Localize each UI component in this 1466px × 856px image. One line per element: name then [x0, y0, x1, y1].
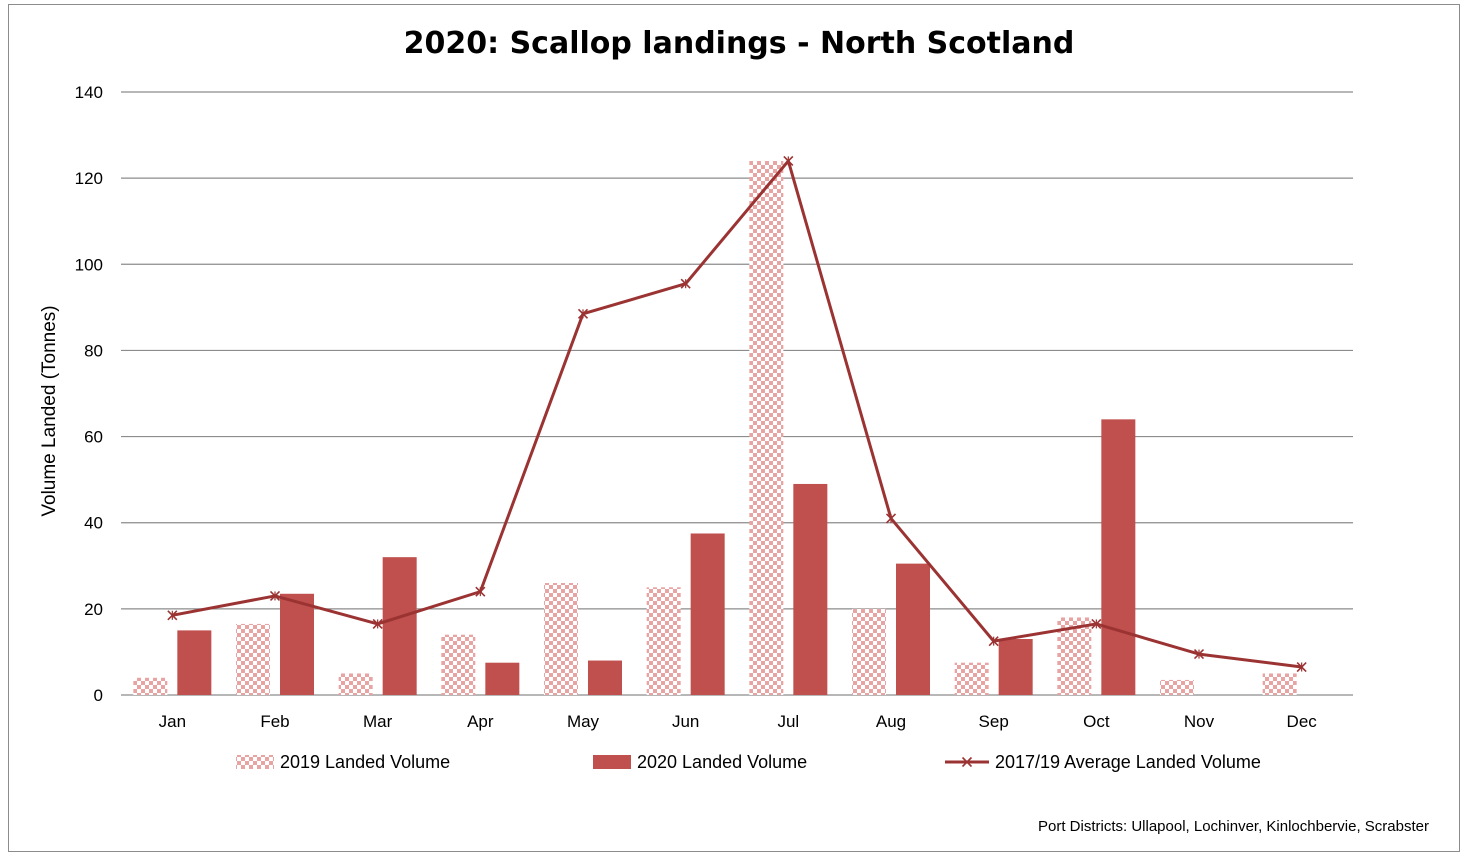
line-marker-jun: [680, 278, 691, 289]
bar-2020-may: [588, 660, 622, 695]
y-tick-label: 80: [84, 341, 103, 360]
bars: [133, 160, 1297, 695]
x-tick-label: Nov: [1184, 712, 1215, 731]
y-tick-label: 20: [84, 600, 103, 619]
y-tick-label: 100: [75, 255, 103, 274]
line-marker-aug: [885, 513, 897, 524]
chart-frame: 2020: Scallop landings - North Scotland …: [8, 4, 1460, 852]
port-districts-note: Port Districts: Ullapool, Lochinver, Kin…: [1038, 818, 1429, 835]
line-marker-may: [577, 308, 589, 319]
bar-2020-oct: [1101, 419, 1136, 695]
bar-2020-jan: [177, 630, 212, 695]
bar-2019-aug: [852, 608, 886, 695]
bar-2020-feb: [280, 593, 314, 695]
y-tick-label: 120: [75, 169, 103, 188]
x-tick-label: Jan: [159, 712, 186, 731]
bar-2019-apr: [441, 634, 476, 695]
y-tick-label: 140: [75, 83, 103, 102]
line-marker-mar: [372, 618, 383, 629]
legend-swatch: [236, 755, 274, 769]
bar-2020-sep: [998, 639, 1033, 695]
y-tick-label: 60: [84, 428, 103, 447]
y-tick-labels: 0 20 40 60 80 100 120 140: [75, 83, 103, 705]
line-marker-jan: [167, 610, 178, 621]
bar-2019-feb: [236, 623, 270, 695]
bar-2019-may: [544, 583, 578, 695]
line-marker-feb: [269, 590, 281, 602]
line-marker-sep: [988, 636, 999, 647]
line-marker-oct: [1091, 618, 1102, 629]
bar-2020-mar: [382, 557, 417, 695]
x-tick-label: Dec: [1287, 712, 1318, 731]
x-tick-label: Feb: [260, 712, 289, 731]
y-axis-label: Volume Landed (Tonnes): [39, 305, 60, 516]
bar-2020-apr: [485, 662, 520, 695]
y-tick-label: 0: [94, 686, 103, 705]
bar-2019-nov: [1160, 679, 1194, 695]
bar-2019-dec: [1262, 673, 1297, 695]
legend-marker: [961, 756, 973, 768]
x-tick-label: Sep: [979, 712, 1009, 731]
legend: 2019 Landed Volume 2020 Landed Volume 2017…: [236, 752, 1261, 772]
line-marker-apr: [475, 586, 486, 597]
y-tick-label: 40: [84, 514, 103, 533]
x-tick-labels: Jan Feb Mar Apr May Jun Jul Aug Sep Oct Nov Dec: [159, 712, 1318, 731]
bar-2019-sep: [954, 662, 989, 695]
bar-2019-jun: [646, 587, 681, 695]
bar-2019-jul: [749, 160, 784, 695]
x-tick-label: Apr: [467, 712, 494, 731]
chart-title: 2020: Scallop landings - North Scotland: [404, 26, 1075, 61]
legend-swatch: [593, 755, 631, 769]
average-line: [167, 155, 1307, 673]
x-tick-label: Oct: [1083, 712, 1110, 731]
chart: 2020: Scallop landings - North Scotland …: [39, 26, 1429, 835]
x-tick-label: Jul: [777, 712, 799, 731]
bar-2020-jun: [690, 533, 725, 695]
legend-label: 2017/19 Average Landed Volume: [995, 752, 1261, 772]
line-marker-jul: [783, 155, 794, 166]
x-tick-label: Mar: [363, 712, 393, 731]
legend-label: 2020 Landed Volume: [637, 752, 807, 772]
x-tick-label: May: [567, 712, 600, 731]
average-line-path: [172, 159, 1302, 669]
x-tick-label: Jun: [672, 712, 699, 731]
bar-2020-jul: [793, 483, 828, 695]
x-tick-label: Aug: [876, 712, 906, 731]
bar-2019-jan: [133, 677, 168, 695]
bar-2020-aug: [896, 563, 930, 695]
line-marker-nov: [1193, 649, 1205, 660]
legend-label: 2019 Landed Volume: [280, 752, 450, 772]
bar-2019-mar: [338, 673, 373, 695]
line-marker-dec: [1296, 661, 1307, 673]
